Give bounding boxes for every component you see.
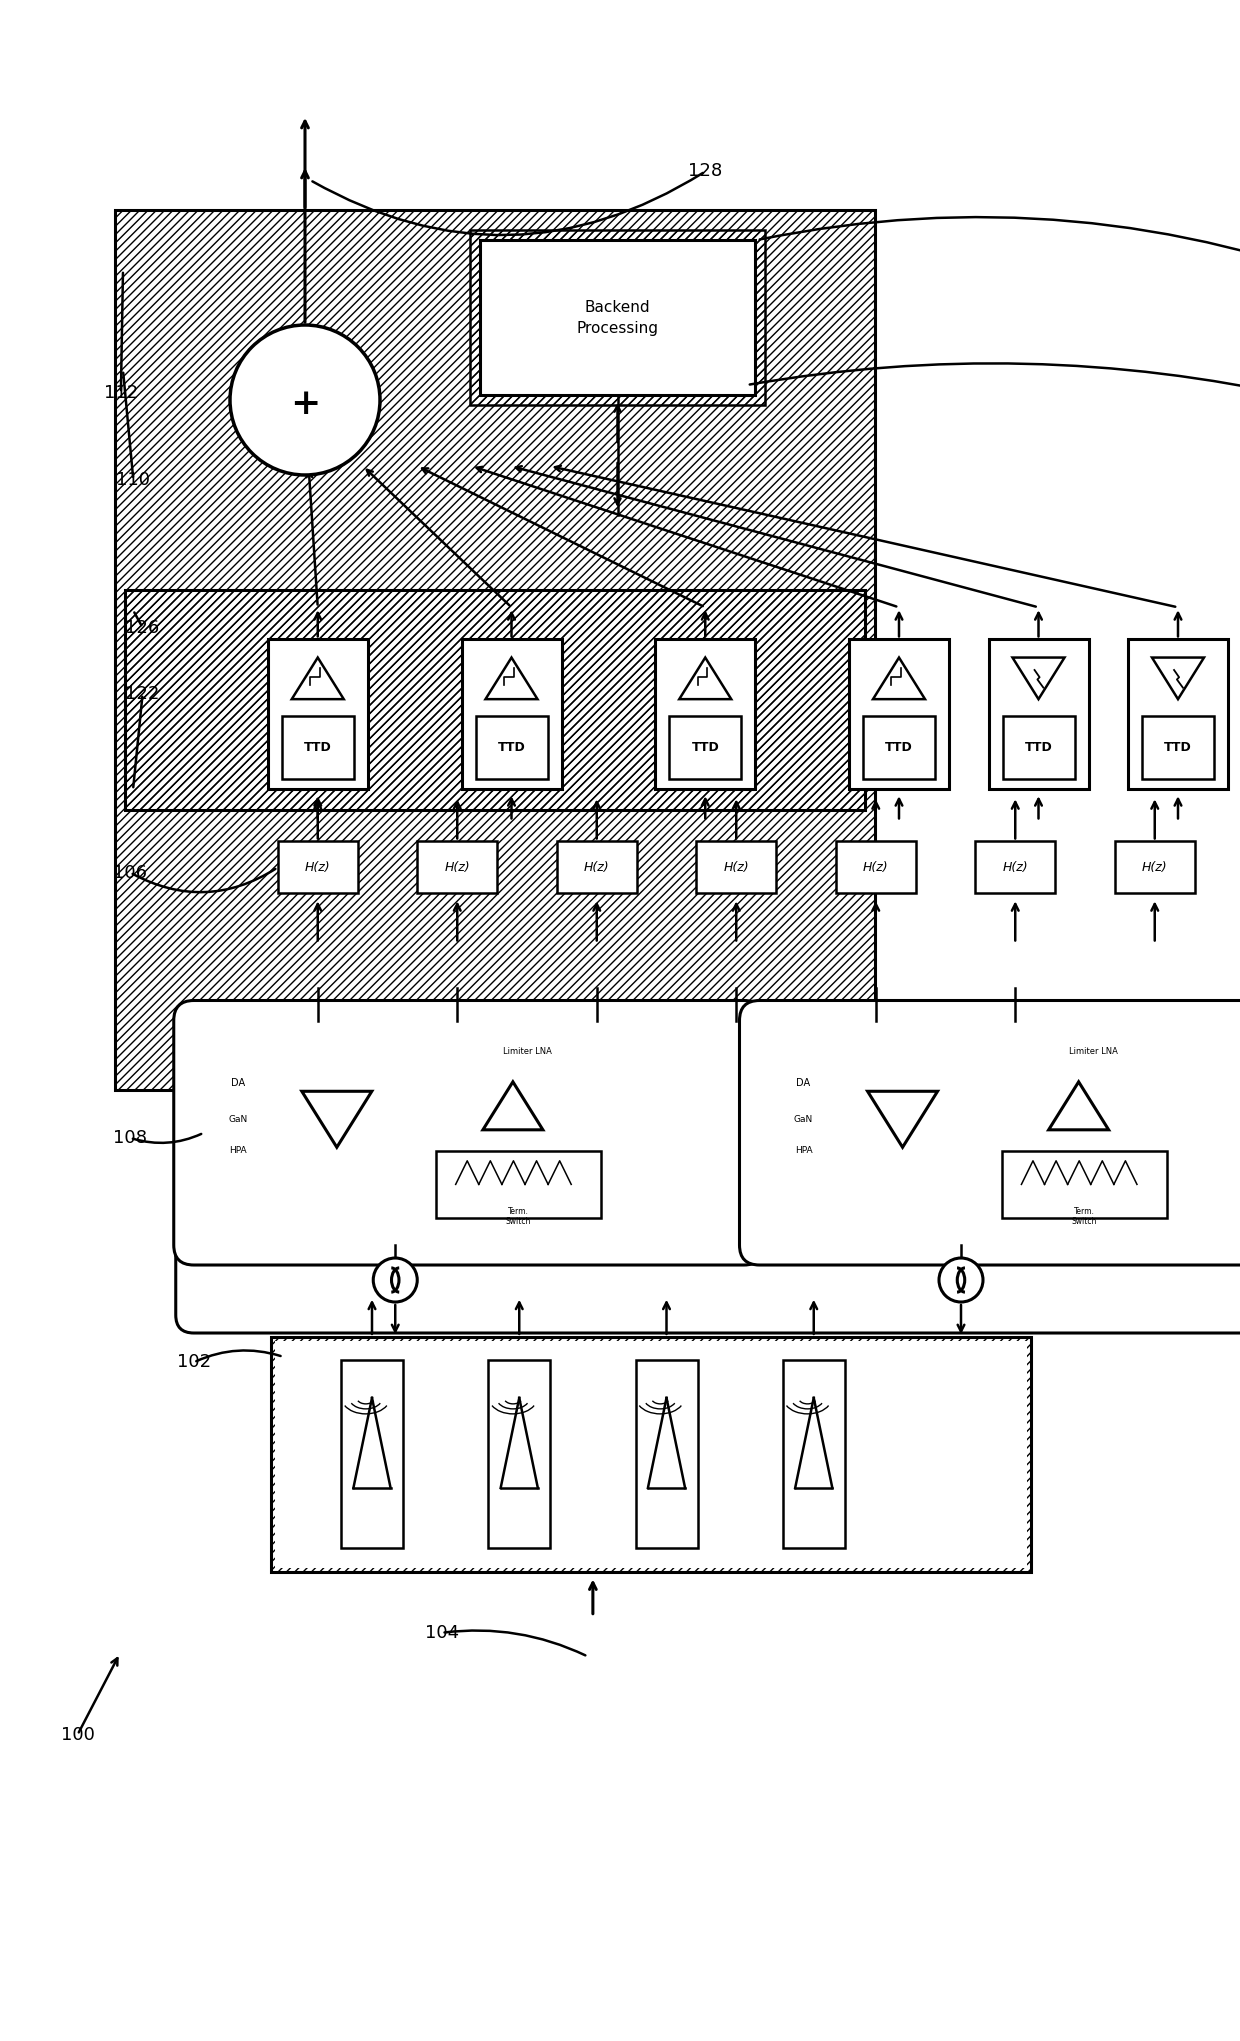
Circle shape [229, 325, 379, 476]
Bar [115, 210, 875, 1090]
Bar [341, 1361, 403, 1549]
FancyBboxPatch shape [176, 1227, 1240, 1333]
Bar [1002, 716, 1075, 780]
Bar [436, 1151, 601, 1218]
Bar [470, 231, 765, 404]
Text: GaN: GaN [794, 1114, 813, 1125]
Polygon shape [291, 657, 343, 700]
Bar [557, 841, 637, 894]
Bar [635, 1361, 697, 1549]
Text: Backend
Processing: Backend Processing [577, 300, 658, 335]
Bar [268, 639, 368, 790]
Bar [417, 841, 497, 894]
Text: 122: 122 [125, 686, 160, 702]
Bar [1142, 716, 1214, 780]
Text: 104: 104 [424, 1625, 459, 1641]
Text: H(z): H(z) [723, 861, 749, 874]
Polygon shape [868, 1092, 937, 1147]
Text: GaN: GaN [228, 1114, 248, 1125]
Text: H(z): H(z) [444, 861, 470, 874]
Polygon shape [680, 657, 732, 700]
Bar [489, 1361, 551, 1549]
Text: +: + [290, 388, 320, 420]
Bar [475, 716, 548, 780]
Bar [849, 639, 949, 790]
Text: 128: 128 [688, 163, 723, 180]
Bar [1002, 1151, 1167, 1218]
Polygon shape [482, 1082, 543, 1131]
Text: H(z): H(z) [1142, 861, 1168, 874]
Text: H(z): H(z) [584, 861, 610, 874]
Bar [863, 716, 935, 780]
Text: 110: 110 [117, 471, 150, 488]
Text: TTD: TTD [1024, 741, 1053, 753]
Bar [836, 841, 916, 894]
Bar [125, 590, 866, 810]
Text: Term.
Switch: Term. Switch [1071, 1206, 1097, 1227]
Polygon shape [1013, 657, 1064, 700]
Bar [975, 841, 1055, 894]
Bar [461, 639, 562, 790]
Text: TTD: TTD [304, 741, 331, 753]
Text: Limiter LNA: Limiter LNA [1069, 1047, 1118, 1057]
Bar [670, 716, 742, 780]
Text: H(z): H(z) [863, 861, 889, 874]
Text: H(z): H(z) [305, 861, 331, 874]
Text: 102: 102 [176, 1353, 211, 1372]
FancyBboxPatch shape [739, 1000, 1240, 1265]
Bar [275, 1341, 1027, 1567]
Bar [278, 841, 358, 894]
Polygon shape [1152, 657, 1204, 700]
Text: TTD: TTD [497, 741, 526, 753]
Text: 112: 112 [104, 384, 138, 402]
Text: HPA: HPA [229, 1147, 247, 1155]
Text: 100: 100 [61, 1727, 94, 1743]
Polygon shape [1049, 1082, 1109, 1131]
Text: 108: 108 [113, 1129, 148, 1147]
Bar [1128, 639, 1228, 790]
Text: 126: 126 [125, 618, 160, 637]
Text: HPA: HPA [795, 1147, 812, 1155]
Text: DA: DA [231, 1078, 244, 1088]
Circle shape [939, 1257, 983, 1302]
Text: DA: DA [796, 1078, 811, 1088]
Text: 106: 106 [113, 863, 148, 882]
Text: Limiter LNA: Limiter LNA [503, 1047, 552, 1057]
Bar [281, 716, 353, 780]
Polygon shape [873, 657, 925, 700]
Bar [272, 1337, 1030, 1572]
Bar [480, 241, 755, 396]
Polygon shape [301, 1092, 372, 1147]
Text: TTD: TTD [885, 741, 913, 753]
Text: H(z): H(z) [1002, 861, 1028, 874]
Bar [782, 1361, 844, 1549]
Bar [1115, 841, 1195, 894]
Bar [988, 639, 1089, 790]
Text: TTD: TTD [1164, 741, 1192, 753]
Text: Term.
Switch: Term. Switch [506, 1206, 531, 1227]
Text: TTD: TTD [692, 741, 719, 753]
Circle shape [373, 1257, 417, 1302]
Bar [655, 639, 755, 790]
FancyBboxPatch shape [174, 1000, 764, 1265]
Bar [696, 841, 776, 894]
Polygon shape [486, 657, 537, 700]
